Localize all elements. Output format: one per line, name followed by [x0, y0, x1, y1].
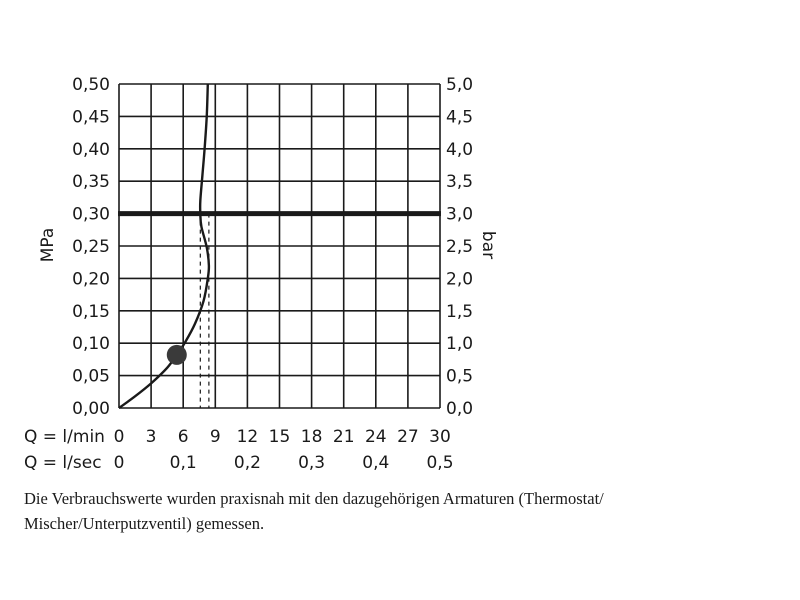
right-tick-label: 4,0: [446, 140, 473, 160]
pressure-flow-curve: [118, 83, 211, 409]
left-axis-label: MPa: [38, 228, 58, 263]
x-tick-label-lmin: 6: [178, 427, 189, 447]
right-tick-label: 0,5: [446, 367, 473, 387]
left-tick-label: 0,00: [72, 399, 110, 419]
x-tick-label-lmin: 24: [365, 427, 387, 447]
x-tick-label-lmin: 9: [210, 427, 221, 447]
right-tick-label: 3,5: [446, 172, 473, 192]
x-axis-lmin-ticks: 0 3 6 9 12 15 18 21 24 27 30: [114, 427, 451, 447]
right-tick-label: 5,0: [446, 75, 473, 95]
right-tick-label: 0,0: [446, 399, 473, 419]
left-tick-label: 0,50: [72, 75, 110, 95]
caption-line-2: Mischer/Unterputzventil) gemessen.: [24, 514, 265, 533]
right-axis-ticks: 0,0 0,5 1,0 1,5 2,0 2,5 3,0 3,5 4,0 4,5 5,0: [446, 75, 473, 419]
x-tick-label-lsec: 0,4: [362, 453, 389, 473]
x-axis-lmin-label: Q = l/min: [24, 427, 105, 447]
x-tick-label-lsec: 0: [114, 453, 125, 473]
left-tick-label: 0,20: [72, 269, 110, 289]
chart-grid: [118, 83, 441, 409]
marker-dot: [166, 344, 187, 365]
right-tick-label: 1,5: [446, 302, 473, 322]
x-tick-label-lmin: 30: [429, 427, 451, 447]
left-tick-label: 0,25: [72, 237, 110, 257]
x-axis-lsec-label: Q = l/sec: [24, 453, 102, 473]
x-tick-label-lmin: 18: [301, 427, 323, 447]
x-tick-label-lsec: 0,3: [298, 453, 325, 473]
x-tick-label-lmin: 15: [269, 427, 291, 447]
left-tick-label: 0,30: [72, 205, 110, 225]
right-tick-label: 4,5: [446, 107, 473, 127]
left-axis-ticks: 0,00 0,05 0,10 0,15 0,20 0,25 0,30 0,35 0,40 0,45…: [72, 75, 110, 419]
x-tick-label-lmin: 12: [237, 427, 259, 447]
left-tick-label: 0,40: [72, 140, 110, 160]
x-tick-label-lsec: 0,5: [426, 453, 453, 473]
x-tick-label-lmin: 3: [146, 427, 157, 447]
x-tick-label-lmin: 21: [333, 427, 355, 447]
left-tick-label: 0,10: [72, 334, 110, 354]
x-axis-lsec-ticks: 0 0,1 0,2 0,3 0,4 0,5: [114, 453, 454, 473]
x-tick-label-lsec: 0,2: [234, 453, 261, 473]
right-axis-label: bar: [478, 231, 498, 259]
right-tick-label: 2,5: [446, 237, 473, 257]
x-tick-label-lmin: 0: [114, 427, 125, 447]
caption-line-1: Die Verbrauchswerte wurden praxisnah mit…: [24, 489, 604, 508]
left-tick-label: 0,35: [72, 172, 110, 192]
left-tick-label: 0,45: [72, 107, 110, 127]
x-tick-label-lsec: 0,1: [170, 453, 197, 473]
curve-path: [118, 83, 211, 409]
left-tick-label: 0,15: [72, 302, 110, 322]
flow-pressure-chart: 0,000,050,100,150,200,250,300,350,400,45…: [24, 75, 498, 473]
left-tick-label: 0,05: [72, 367, 110, 387]
right-tick-label: 2,0: [446, 269, 473, 289]
right-tick-label: 1,0: [446, 334, 473, 354]
right-tick-label: 3,0: [446, 205, 473, 225]
x-tick-label-lmin: 27: [397, 427, 419, 447]
caption: Die Verbrauchswerte wurden praxisnah mit…: [24, 486, 784, 536]
operating-point-marker: [166, 344, 187, 365]
